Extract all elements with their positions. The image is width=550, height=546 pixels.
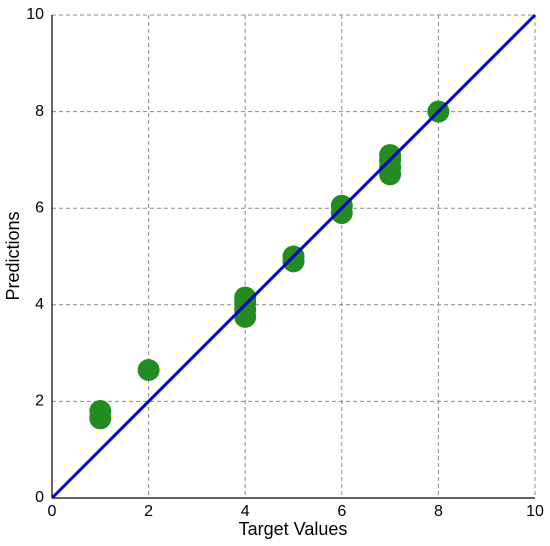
y-tick-label: 0 <box>35 489 44 506</box>
x-tick-label: 4 <box>241 503 250 520</box>
reference-line <box>50 13 537 500</box>
y-tick-label: 6 <box>35 199 44 216</box>
point <box>137 359 160 382</box>
point <box>89 400 112 423</box>
y-tick-label: 8 <box>35 103 44 120</box>
point <box>330 194 353 217</box>
x-tick-label: 10 <box>526 503 544 520</box>
x-tick-label: 8 <box>434 503 443 520</box>
x-tick-label: 2 <box>144 503 153 520</box>
y-axis-label: Predictions <box>3 211 23 300</box>
point <box>234 286 257 309</box>
y-tick-label: 10 <box>26 6 44 23</box>
x-tick-label: 6 <box>337 503 346 520</box>
y-tick-label: 4 <box>35 296 44 313</box>
y-tick-label: 2 <box>35 393 44 410</box>
x-tick-label: 0 <box>48 503 57 520</box>
point <box>379 144 402 167</box>
x-axis-label: Target Values <box>239 519 348 539</box>
